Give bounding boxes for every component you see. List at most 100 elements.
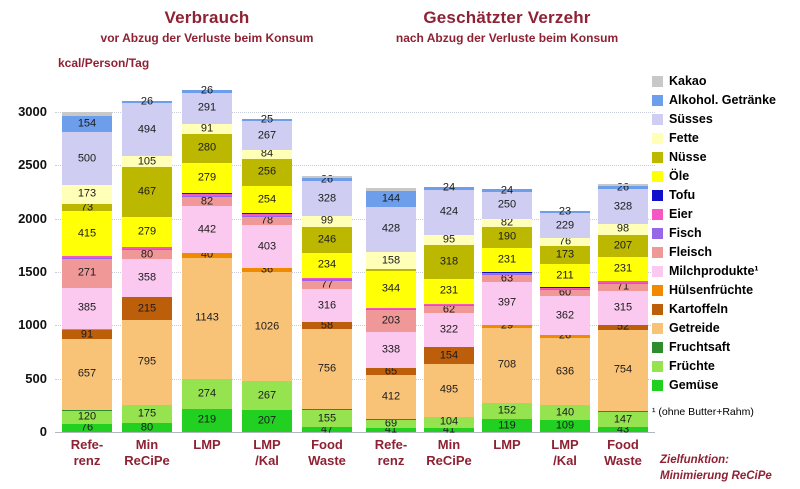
segment-value-label: 403: [257, 240, 277, 253]
segment-getreide: 1026: [242, 272, 292, 382]
segment-fisch: [122, 248, 172, 251]
segment-fruchtsaft: [302, 409, 352, 411]
segment-value-label: 316: [317, 299, 337, 312]
segment-fleisch: 62: [424, 304, 474, 315]
segment-öle: 231: [598, 256, 648, 282]
segment-milchprodukte: 338: [366, 332, 416, 369]
segment-value-label: 256: [257, 165, 277, 178]
y-tick-1000: 1000: [18, 317, 47, 333]
segment-milchprodukte: 315: [598, 291, 648, 325]
legend-label: Getreide: [669, 321, 720, 335]
legend-swatch: [652, 113, 663, 125]
segment-value-label: 279: [197, 171, 217, 184]
segment-eier: [424, 303, 474, 306]
legend-item-gemüse: Gemüse: [652, 378, 776, 392]
segment-nüsse: [366, 269, 416, 272]
legend-label: Fisch: [669, 226, 702, 240]
x-axis-label-line: LMP: [551, 437, 579, 452]
segment-getreide: 708: [482, 327, 532, 404]
x-axis-label-food-waste: Food Waste: [588, 437, 658, 468]
segment-fisch: [62, 257, 112, 259]
segment-value-label: 98: [616, 222, 630, 235]
x-axis-label-referenz: Refe-renz: [356, 437, 426, 468]
segment-kakao: [302, 175, 352, 179]
segment-getreide: 657: [62, 339, 112, 410]
segment-milchprodukte: 385: [62, 287, 112, 329]
segment-value-label: 140: [555, 406, 575, 419]
segment-value-label: 152: [497, 404, 517, 417]
segment-süsses: 428: [366, 206, 416, 253]
bar-group1-food-waste: 47 155 756 58 316 77 234 246 99 328 26: [302, 174, 352, 435]
segment-früchte: 120: [62, 411, 112, 424]
segment-gemüse: 47: [302, 424, 352, 435]
objective-note: Zielfunktion: Minimierung ReCiPe: [660, 452, 772, 484]
segment-value-label: 415: [77, 227, 97, 240]
legend-label: Gemüse: [669, 378, 719, 392]
segment-getreide: 495: [424, 363, 474, 417]
legend-item-fleisch: Fleisch: [652, 245, 776, 259]
segment-fette: 91: [182, 123, 232, 134]
legend-label: Nüsse: [669, 150, 707, 164]
x-axis-label-line: /Kal: [255, 452, 279, 468]
x-axis-label-food-waste: Food Waste: [292, 437, 362, 468]
segment-value-label: 291: [197, 101, 217, 114]
segment-milchprodukte: 442: [182, 206, 232, 254]
segment-nüsse: 318: [424, 245, 474, 279]
segment-value-label: 80: [140, 248, 154, 261]
legend-label: Alkohol. Getränke: [669, 93, 776, 107]
segment-value-label: 105: [137, 155, 157, 168]
segment-nüsse: 207: [598, 234, 648, 257]
segment-value-label: 500: [77, 152, 97, 165]
legend-item-fruchtsaft: Fruchtsaft: [652, 340, 776, 354]
segment-kakao: [366, 188, 416, 192]
segment-value-label: 154: [439, 349, 459, 362]
segment-fleisch: 63: [482, 273, 532, 284]
segment-fleisch: 71: [598, 281, 648, 292]
segment-früchte: 155: [302, 410, 352, 427]
segment-früchte: 152: [482, 403, 532, 420]
segment-value-label: 71: [616, 280, 630, 293]
y-tick-2500: 2500: [18, 157, 47, 173]
segment-alkohol-getränke: 144: [366, 191, 416, 207]
x-axis-label-line: LMP: [253, 437, 281, 452]
segment-value-label: 267: [257, 129, 277, 142]
segment-value-label: 271: [77, 266, 97, 279]
segment-alkohol-getränke: 24: [424, 182, 474, 193]
segment-value-label: 412: [381, 390, 401, 403]
segment-value-label: 40: [200, 248, 214, 261]
x-axis-label-line: Min: [135, 437, 159, 452]
segment-value-label: 215: [137, 302, 157, 315]
segment-gemüse: 119: [482, 419, 532, 432]
segment-value-label: 84: [260, 147, 274, 160]
segment-alkohol-getränke: 23: [540, 206, 590, 217]
segment-value-label: 62: [442, 303, 456, 316]
segment-value-label: 158: [381, 254, 401, 267]
segment-fruchtsaft: [62, 409, 112, 412]
x-axis-label-min-recipe: Min ReCiPe: [414, 437, 484, 468]
segment-value-label: 358: [137, 271, 157, 284]
legend-swatch: [652, 189, 663, 201]
segment-value-label: 26: [616, 181, 630, 194]
bar-group1-lmp: 219 274 1143 40 442 82 279 280 91 291 26: [182, 85, 232, 432]
segment-value-label: 147: [613, 413, 633, 426]
bar-group1-min-recipe: 80 175 795 215 358 80 279 467 105 494 26: [122, 96, 172, 433]
segment-value-label: 756: [317, 362, 337, 375]
segment-fette: 99: [302, 215, 352, 227]
segment-value-label: 231: [439, 284, 459, 297]
segment-öle: 279: [122, 216, 172, 247]
segment-value-label: 1143: [195, 311, 219, 324]
segment-süsses: 328: [302, 181, 352, 217]
segment-value-label: 119: [498, 419, 516, 432]
segment-fisch: [182, 196, 232, 198]
segment-fisch: [242, 216, 292, 217]
segment-value-label: 155: [317, 412, 337, 425]
segment-value-label: 104: [439, 415, 459, 428]
bar-group2-min-recipe: 41 104 495 154 322 62 231 318 95 424 24: [424, 182, 474, 435]
legend-swatch: [652, 75, 663, 87]
segment-value-label: 328: [613, 200, 633, 213]
y-tick-500: 500: [25, 370, 47, 386]
segment-milchprodukte: 362: [540, 296, 590, 335]
segment-value-label: 109: [555, 419, 575, 432]
segment-value-label: 41: [442, 423, 456, 436]
